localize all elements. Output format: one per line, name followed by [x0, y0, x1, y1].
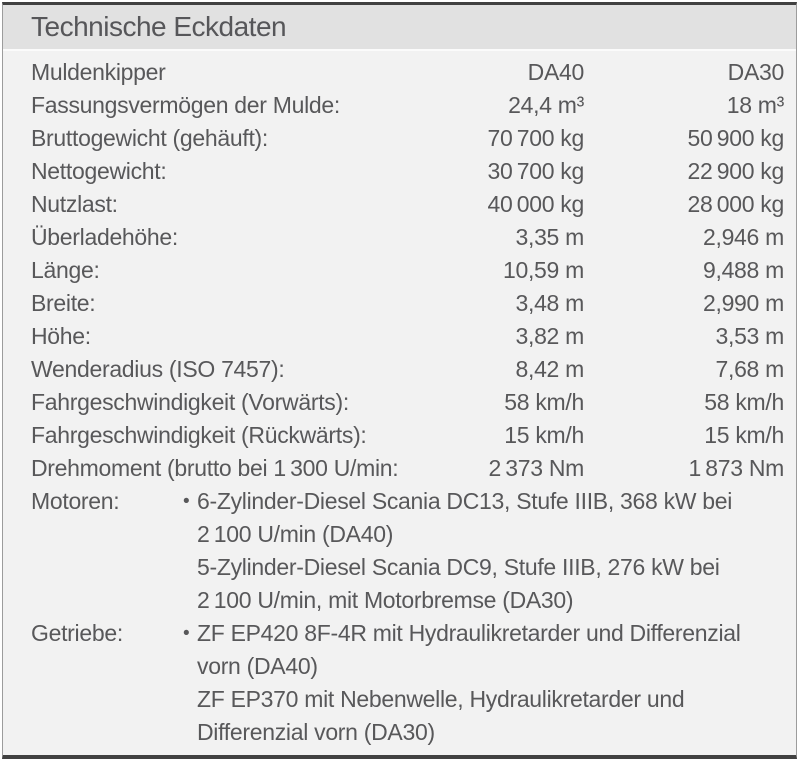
- spec-label: Überladehöhe:: [31, 224, 178, 250]
- engine-spec-text: 2 100 U/min, mit Motorbremse (DA30): [197, 587, 574, 613]
- spec-label: Fassungsvermögen der Mulde:: [31, 92, 340, 118]
- transmission-spec-text: ZF EP420 8F-4R mit Hydraulikretarder und…: [197, 620, 741, 646]
- spec-row: Nutzlast: 40 000 kg 28 000 kg: [31, 188, 784, 221]
- card-header: Technische Eckdaten: [3, 5, 796, 51]
- spec-value-da40: 3,48 m: [515, 290, 584, 316]
- bullet-icon: [183, 716, 197, 749]
- bullet-icon: •: [183, 623, 190, 644]
- spec-value-da40: DA40: [527, 59, 585, 85]
- spec-row: Nettogewicht: 30 700 kg 22 900 kg: [31, 155, 784, 188]
- spec-label: Länge:: [31, 257, 100, 283]
- spec-row: Drehmoment (brutto bei 1 300 U/min: 2 37…: [31, 452, 784, 485]
- spec-value-da30: 3,53 m: [715, 323, 784, 349]
- spec-value-da30: 1 873 Nm: [688, 455, 784, 481]
- bullet-icon: •: [183, 491, 190, 512]
- engine-spec-text: 5-Zylinder-Diesel Scania DC9, Stufe IIIB…: [197, 554, 720, 580]
- transmission-spec-line: ZF EP370 mit Nebenwelle, Hydraulikretard…: [183, 683, 784, 716]
- spec-row: Überladehöhe: 3,35 m 2,946 m: [31, 221, 784, 254]
- transmission-spec-line: • ZF EP420 8F-4R mit Hydraulikretarder u…: [183, 617, 784, 650]
- transmission-spec-text: ZF EP370 mit Nebenwelle, Hydraulikretard…: [197, 686, 685, 712]
- spec-row: Bruttogewicht (gehäuft): 70 700 kg 50 90…: [31, 122, 784, 155]
- spec-row: Wenderadius (ISO 7457): 8,42 m 7,68 m: [31, 353, 784, 386]
- bullet-icon: [183, 518, 197, 551]
- spec-label: Wenderadius (ISO 7457):: [31, 356, 285, 382]
- spec-row: Muldenkipper DA40 DA30: [31, 56, 784, 89]
- spec-value-da30: 50 900 kg: [687, 125, 784, 151]
- transmission-spec-line: vorn (DA40): [183, 650, 784, 683]
- bullet-icon: [183, 551, 197, 584]
- spec-value-da30: 28 000 kg: [687, 191, 784, 217]
- spec-label: Fahrgeschwindigkeit (Vorwärts):: [31, 389, 349, 415]
- spec-value-da30: 22 900 kg: [687, 158, 784, 184]
- transmission-label: Getriebe:: [31, 620, 123, 646]
- spec-row: Fahrgeschwindigkeit (Vorwärts): 58 km/h …: [31, 386, 784, 419]
- spec-row: Breite: 3,48 m 2,990 m: [31, 287, 784, 320]
- spec-value-da40: 30 700 kg: [487, 158, 584, 184]
- engines-label: Motoren:: [31, 488, 120, 514]
- spec-value-da40: 10,59 m: [502, 257, 584, 283]
- bullet-icon: [183, 650, 197, 683]
- spec-label: Drehmoment (brutto bei 1 300 U/min:: [31, 455, 399, 481]
- spec-value-da30: 9,488 m: [702, 257, 784, 283]
- spec-label: Nutzlast:: [31, 191, 118, 217]
- spec-value-da30: 2,946 m: [702, 224, 784, 250]
- spec-value-da30: 2,990 m: [702, 290, 784, 316]
- spec-value-da30: 15 km/h: [704, 422, 784, 448]
- spec-label: Fahrgeschwindigkeit (Rückwärts):: [31, 422, 367, 448]
- spec-value-da40: 8,42 m: [515, 356, 584, 382]
- spec-value-da40: 40 000 kg: [487, 191, 584, 217]
- engine-spec-line: 2 100 U/min (DA40): [183, 518, 784, 551]
- engine-spec-line: 2 100 U/min, mit Motorbremse (DA30): [183, 584, 784, 617]
- spec-label: Muldenkipper: [31, 59, 166, 85]
- spec-value-da30: 18 m³: [726, 92, 785, 118]
- spec-table: Muldenkipper DA40 DA30 Fassungsvermögen …: [31, 56, 784, 485]
- engines-block: Motoren: • 6-Zylinder-Diesel Scania DC13…: [31, 485, 784, 617]
- engine-spec-text: 2 100 U/min (DA40): [197, 521, 394, 547]
- spec-row: Fahrgeschwindigkeit (Rückwärts): 15 km/h…: [31, 419, 784, 452]
- transmission-spec-text: vorn (DA40): [197, 653, 318, 679]
- spec-label: Höhe:: [31, 323, 91, 349]
- spec-value-da40: 3,35 m: [515, 224, 584, 250]
- bullet-icon: [183, 584, 197, 617]
- engine-spec-line: 5-Zylinder-Diesel Scania DC9, Stufe IIIB…: [183, 551, 784, 584]
- engine-spec-line: • 6-Zylinder-Diesel Scania DC13, Stufe I…: [183, 485, 784, 518]
- engine-spec-text: 6-Zylinder-Diesel Scania DC13, Stufe III…: [197, 488, 733, 514]
- spec-value-da40: 2 373 Nm: [488, 455, 584, 481]
- spec-row: Höhe: 3,82 m 3,53 m: [31, 320, 784, 353]
- spec-label: Bruttogewicht (gehäuft):: [31, 125, 268, 151]
- spec-value-da30: 58 km/h: [704, 389, 784, 415]
- spec-row: Länge: 10,59 m 9,488 m: [31, 254, 784, 287]
- technical-data-card: Technische Eckdaten Muldenkipper DA40 DA…: [2, 2, 797, 759]
- spec-value-da40: 24,4 m³: [508, 92, 584, 118]
- spec-value-da30: DA30: [727, 59, 785, 85]
- bullet-icon: [183, 683, 197, 716]
- engines-lines: • 6-Zylinder-Diesel Scania DC13, Stufe I…: [183, 485, 784, 617]
- transmission-lines: • ZF EP420 8F-4R mit Hydraulikretarder u…: [183, 617, 784, 749]
- card-body: Muldenkipper DA40 DA30 Fassungsvermögen …: [3, 51, 796, 755]
- spec-label: Nettogewicht:: [31, 158, 167, 184]
- spec-value-da40: 58 km/h: [504, 389, 584, 415]
- transmission-block: Getriebe: • ZF EP420 8F-4R mit Hydraulik…: [31, 617, 784, 749]
- spec-value-da30: 7,68 m: [715, 356, 784, 382]
- spec-value-da40: 15 km/h: [504, 422, 584, 448]
- transmission-spec-text: Differenzial vorn (DA30): [197, 719, 435, 745]
- section-title: Technische Eckdaten: [31, 11, 287, 42]
- spec-row: Fassungsvermögen der Mulde: 24,4 m³ 18 m…: [31, 89, 784, 122]
- spec-label: Breite:: [31, 290, 96, 316]
- spec-value-da40: 70 700 kg: [487, 125, 584, 151]
- transmission-spec-line: Differenzial vorn (DA30): [183, 716, 784, 749]
- spec-value-da40: 3,82 m: [515, 323, 584, 349]
